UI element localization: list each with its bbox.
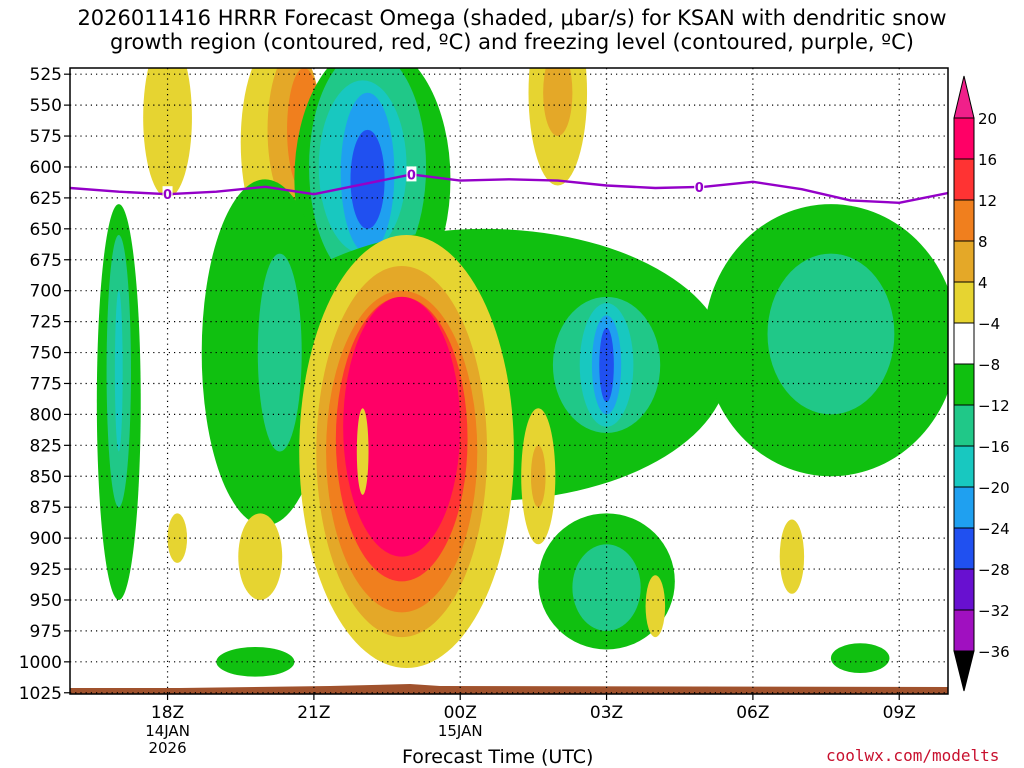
y-tick-label: 950 bbox=[30, 591, 62, 611]
y-tick-label: 900 bbox=[30, 529, 62, 549]
y-tick-label: 675 bbox=[30, 251, 62, 271]
plot-frame bbox=[69, 67, 949, 695]
freezing-level-label: 0 bbox=[695, 181, 704, 196]
y-tick-label: 925 bbox=[30, 560, 62, 580]
colorbar-label: −8 bbox=[978, 356, 1000, 374]
title-line-1: 2026011416 HRRR Forecast Omega (shaded, … bbox=[77, 6, 947, 30]
x-tick-label: 09Z bbox=[883, 703, 916, 723]
omega-region-9 bbox=[114, 290, 123, 452]
y-tick-label: 1000 bbox=[19, 653, 62, 673]
y-tick-label: 1025 bbox=[19, 684, 62, 704]
title-line-2: growth region (contoured, red, ºC) and f… bbox=[110, 30, 914, 54]
colorbar-label: 12 bbox=[978, 192, 997, 210]
y-tick-label: 650 bbox=[30, 220, 62, 240]
colorbar-label: 8 bbox=[978, 233, 988, 251]
chart-title: 2026011416 HRRR Forecast Omega (shaded, … bbox=[0, 6, 1024, 54]
colorbar-segment bbox=[953, 281, 975, 324]
x-tick-sublabel: 14JAN bbox=[145, 722, 190, 740]
omega-region-17 bbox=[257, 253, 302, 452]
omega-region-36 bbox=[645, 575, 666, 638]
x-axis-label: Forecast Time (UTC) bbox=[402, 746, 594, 768]
freezing-level-line bbox=[70, 173, 948, 204]
y-tick-label: 850 bbox=[30, 467, 62, 487]
omega-region-37 bbox=[779, 519, 805, 594]
omega-region-39 bbox=[830, 643, 890, 673]
y-tick-label: 700 bbox=[30, 282, 62, 302]
omega-region-31 bbox=[356, 408, 369, 495]
x-tick-sublabel: 15JAN bbox=[438, 722, 483, 740]
x-tick-sublabel: 2026 bbox=[148, 739, 186, 757]
y-tick-label: 625 bbox=[30, 189, 62, 209]
omega-region-1 bbox=[143, 68, 192, 198]
grid-lines bbox=[70, 68, 948, 694]
y-tick-label: 825 bbox=[30, 436, 62, 456]
colorbar-segment bbox=[953, 117, 975, 160]
colorbar-top-arrow bbox=[953, 75, 975, 119]
colorbar-label: −20 bbox=[978, 479, 1010, 497]
freezing-label-bg bbox=[162, 186, 173, 202]
colorbar-segment bbox=[953, 158, 975, 201]
omega-region-14 bbox=[350, 129, 385, 229]
colorbar-segment bbox=[953, 322, 975, 365]
y-tick-label: 975 bbox=[30, 622, 62, 642]
omega-region-34 bbox=[238, 513, 283, 600]
terrain-surface bbox=[70, 684, 948, 694]
y-tick-label: 525 bbox=[30, 65, 62, 85]
y-tick-label: 550 bbox=[30, 96, 62, 116]
source-credit: coolwx.com/modelts bbox=[826, 746, 1000, 765]
omega-region-23 bbox=[767, 253, 895, 415]
colorbar-segment bbox=[953, 199, 975, 242]
x-tick-label: 21Z bbox=[297, 703, 330, 723]
colorbar-segment bbox=[953, 568, 975, 611]
omega-region-35 bbox=[167, 513, 188, 563]
y-tick-label: 600 bbox=[30, 158, 62, 178]
colorbar-label: 4 bbox=[978, 274, 988, 292]
pressure-axis: 525 550 575 600 625 650 675 700 725 750 775 800 825 8… bbox=[19, 65, 70, 704]
colorbar-label: −28 bbox=[978, 561, 1010, 579]
colorbar-label: 16 bbox=[978, 151, 997, 169]
x-tick-label: 06Z bbox=[736, 703, 769, 723]
colorbar-segment bbox=[953, 240, 975, 283]
y-tick-label: 875 bbox=[30, 498, 62, 518]
colorbar-label: −32 bbox=[978, 602, 1010, 620]
colorbar-label: −16 bbox=[978, 438, 1010, 456]
freezing-level-label: 0 bbox=[163, 188, 172, 203]
omega-region-30 bbox=[343, 296, 461, 557]
colorbar-label: −36 bbox=[978, 643, 1010, 661]
omega-region-38 bbox=[216, 646, 295, 677]
omega-colorbar: 20 16 12 8 4 −4 −8 −12 −16 −20 −24 −28 −32 −36 bbox=[953, 75, 1010, 692]
freezing-level-contour: 0 0 0 bbox=[70, 166, 948, 204]
colorbar-label: −4 bbox=[978, 315, 1000, 333]
y-tick-label: 800 bbox=[30, 405, 62, 425]
colorbar-segment bbox=[953, 609, 975, 652]
omega-region-6 bbox=[543, 68, 573, 137]
colorbar-label: −12 bbox=[978, 397, 1010, 415]
colorbar-segment bbox=[953, 445, 975, 488]
y-tick-label: 725 bbox=[30, 313, 62, 333]
y-tick-label: 775 bbox=[30, 374, 62, 394]
terrain-fill bbox=[70, 684, 948, 694]
freezing-level-label: 0 bbox=[407, 168, 416, 183]
y-tick-label: 575 bbox=[30, 127, 62, 147]
colorbar-segment bbox=[953, 404, 975, 447]
colorbar-bottom-arrow bbox=[953, 650, 975, 692]
freezing-label-bg bbox=[694, 178, 705, 194]
colorbar-label: −24 bbox=[978, 520, 1010, 538]
colorbar-segment bbox=[953, 527, 975, 570]
colorbar-segment bbox=[953, 486, 975, 529]
x-tick-label: 03Z bbox=[590, 703, 623, 723]
colorbar-label: 20 bbox=[978, 110, 997, 128]
omega-region-25 bbox=[572, 544, 641, 631]
colorbar-segment bbox=[953, 363, 975, 406]
y-tick-label: 750 bbox=[30, 344, 62, 364]
x-tick-label: 00Z bbox=[444, 703, 477, 723]
freezing-label-bg bbox=[406, 166, 417, 182]
x-tick-label: 18Z bbox=[151, 703, 184, 723]
